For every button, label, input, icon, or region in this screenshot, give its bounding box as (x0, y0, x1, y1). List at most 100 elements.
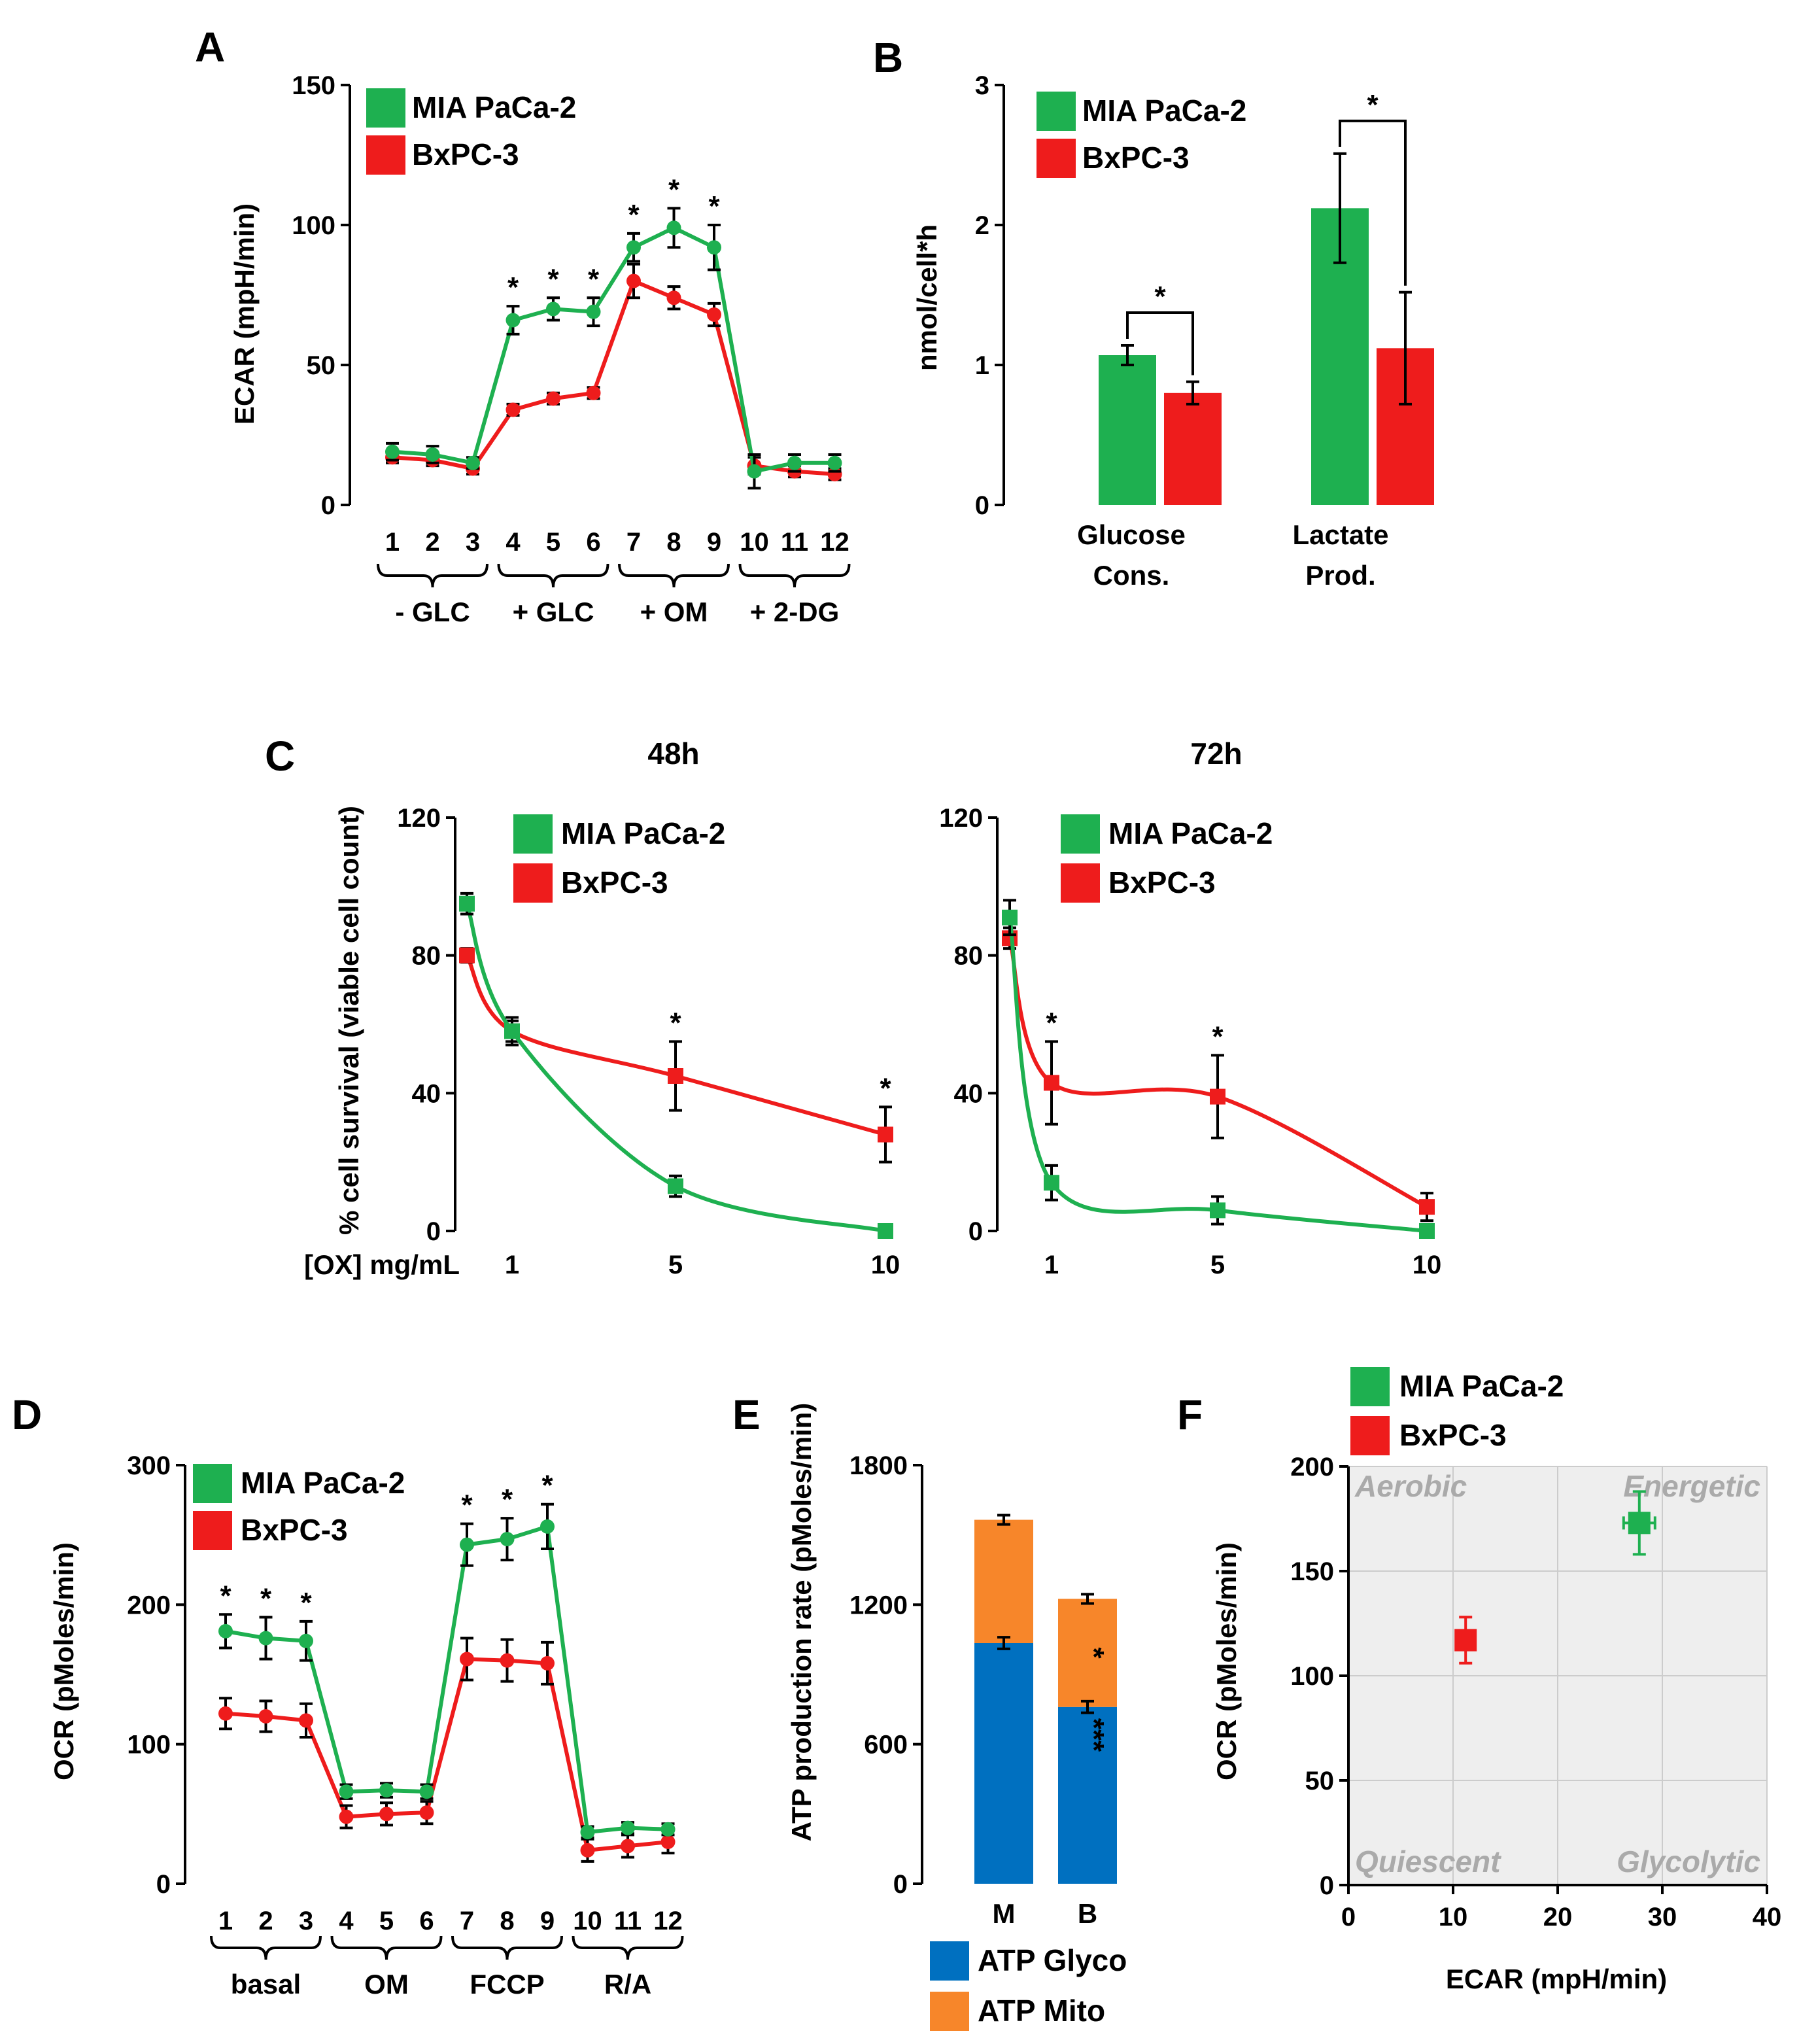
chart-c72-ytick-label-1: 40 (954, 1079, 984, 1108)
legend-a-bx-swatch (366, 135, 405, 175)
chart-e-xtick-label-0: M (993, 1898, 1016, 1929)
chart-a-brace-1 (497, 563, 609, 588)
chart-c48-series-0-curve (465, 903, 886, 1233)
chart-d-s0-point-5 (419, 1784, 434, 1799)
chart-d-ytick-label-2: 200 (127, 1591, 171, 1620)
chart-a-star-5: * (547, 263, 559, 295)
legend-c48-bx-swatch (513, 863, 553, 903)
chart-c72-s1-point-3 (1419, 1199, 1435, 1215)
chart-d-s0-point-8 (540, 1519, 555, 1534)
chart-a-s0-point-5 (586, 304, 601, 319)
chart-a-xtick-label-11: 12 (820, 528, 849, 557)
chart-a-s0-point-0 (385, 444, 400, 459)
legend-c72-bx-swatch (1061, 863, 1100, 903)
chart-f-quadrant-glycolytic: Glycolytic (1617, 1845, 1760, 1879)
chart-f-point-group-1 (1454, 1616, 1477, 1665)
chart-b-ytick-label-1: 1 (975, 351, 989, 380)
legend-d-bx-label: BxPC-3 (241, 1513, 348, 1547)
chart-c48-xtick-label-0: 1 (505, 1251, 519, 1279)
chart-d-s1-point-1 (258, 1709, 273, 1724)
legend-e-mito-swatch (930, 1992, 969, 2031)
chart-d-s1-point-9 (580, 1843, 595, 1858)
chart-f-xtick-label-3: 30 (1648, 1903, 1677, 1931)
chart-a-group-label-1: + GLC (513, 597, 594, 627)
chart-e-bar-mito-1 (1058, 1599, 1117, 1707)
chart-f-ytick-label-1: 50 (1305, 1767, 1335, 1795)
chart-d-s0-point-6 (460, 1537, 474, 1552)
chart-b-category-word: Prod. (1305, 560, 1375, 591)
chart-a-series-0-line (392, 225, 835, 474)
chart-c72-s1-point-2 (1210, 1088, 1225, 1105)
legend-a: MIA PaCa-2 BxPC-3 (366, 88, 576, 175)
chart-d-xtick-label-2: 3 (299, 1907, 313, 1935)
chart-f-quadrant-aerobic: Aerobic (1354, 1469, 1467, 1503)
chart-d-ylabel: OCR (pMoles/min) (48, 1542, 79, 1780)
panel-letter-f: F (1177, 1391, 1203, 1438)
chart-c72-star-1: * (1046, 1007, 1057, 1039)
legend-b-mia-swatch (1037, 92, 1076, 131)
chart-a-xtick-label-1: 2 (425, 528, 439, 557)
chart-d-xtick-label-5: 6 (419, 1907, 434, 1935)
chart-c72-star-5: * (1212, 1020, 1224, 1052)
chart-a-s0-point-2 (466, 455, 480, 470)
chart-a-xtick-label-7: 8 (666, 528, 681, 557)
panel-letter-e: E (732, 1391, 761, 1438)
chart-d-s0-point-2 (299, 1633, 313, 1648)
chart-a-s0-point-3 (505, 313, 521, 328)
chart-a-s0-point-1 (425, 447, 440, 462)
legend-c48-bx-label: BxPC-3 (561, 865, 668, 899)
chart-a-star-8: * (668, 173, 680, 205)
chart-a-s1-point-4 (546, 391, 560, 406)
legend-b-bx-swatch (1037, 139, 1076, 178)
chart-d-s1-point-7 (500, 1653, 515, 1668)
chart-f-point-group-0 (1622, 1490, 1656, 1556)
chart-a-s1-point-3 (505, 402, 521, 417)
chart-c72-ytick-label-2: 80 (954, 942, 984, 971)
chart-d-xtick-label-9: 10 (573, 1907, 602, 1935)
legend-f-mia-swatch (1350, 1367, 1390, 1406)
legend-c48-mia-label: MIA PaCa-2 (561, 816, 725, 850)
chart-d-s0-point-10 (621, 1820, 635, 1835)
chart-d-xtick-label-6: 7 (460, 1907, 474, 1935)
chart-b-cat-glucose-l1: Glucose Cons. (1077, 519, 1186, 591)
chart-d-s0-point-11 (660, 1822, 676, 1837)
chart-c48-star-5: * (670, 1007, 681, 1039)
chart-e-ytick-label-3: 1800 (849, 1451, 908, 1480)
chart-e-err-glyco-1 (1081, 1699, 1094, 1714)
chart-d-group-label-3: R/A (604, 1969, 651, 2000)
legend-d-bx-swatch (193, 1511, 232, 1550)
chart-d-series-0-line (225, 1523, 668, 1835)
chart-c48-ytick-label-3: 120 (397, 804, 441, 833)
chart-f-s1-marker (1454, 1629, 1477, 1652)
panel-letter-d: D (12, 1391, 42, 1438)
chart-c48-ytick-label-0: 0 (426, 1217, 441, 1246)
legend-e-glyco-label: ATP Glyco (978, 1943, 1127, 1977)
chart-d-xtick-label-0: 1 (218, 1907, 233, 1935)
chart-d-s1-point-0 (218, 1706, 233, 1721)
chart-f-ytick-label-0: 0 (1320, 1871, 1334, 1900)
chart-c48-xtick-label-2: 10 (871, 1251, 900, 1279)
chart-e-err-mito-0 (997, 1514, 1010, 1526)
legend-b-bx-label: BxPC-3 (1082, 141, 1190, 175)
chart-f-xtick-label-2: 20 (1543, 1903, 1573, 1931)
chart-d-xtick-label-3: 4 (339, 1907, 354, 1935)
chart-c72-s0-point-3 (1419, 1223, 1435, 1239)
chart-c48-series-1-curve (465, 954, 886, 1137)
chart-b-err-0-1 (1186, 380, 1199, 406)
chart-b-bracket-star-1: * (1367, 89, 1379, 121)
chart-d-s0-point-3 (339, 1784, 354, 1799)
chart-f-ytick-label-4: 200 (1290, 1453, 1334, 1481)
chart-c48-s1-point-0 (459, 947, 475, 963)
chart-a-brace-0 (377, 563, 488, 588)
chart-a-xtick-label-5: 6 (586, 528, 600, 557)
chart-b-category-word: Glucose (1077, 519, 1186, 550)
chart-b-ytick-label-3: 3 (975, 71, 989, 100)
chart-d-s0-point-0 (218, 1623, 233, 1638)
chart-e-err-mito-1 (1081, 1593, 1094, 1605)
chart-f-ytick-label-2: 100 (1290, 1662, 1334, 1691)
chart-a-star-7: * (628, 199, 640, 231)
chart-d-s1-point-2 (299, 1713, 313, 1728)
chart-c72-s0-point-1 (1044, 1175, 1059, 1191)
chart-c48-ytick-label-1: 40 (412, 1079, 441, 1108)
